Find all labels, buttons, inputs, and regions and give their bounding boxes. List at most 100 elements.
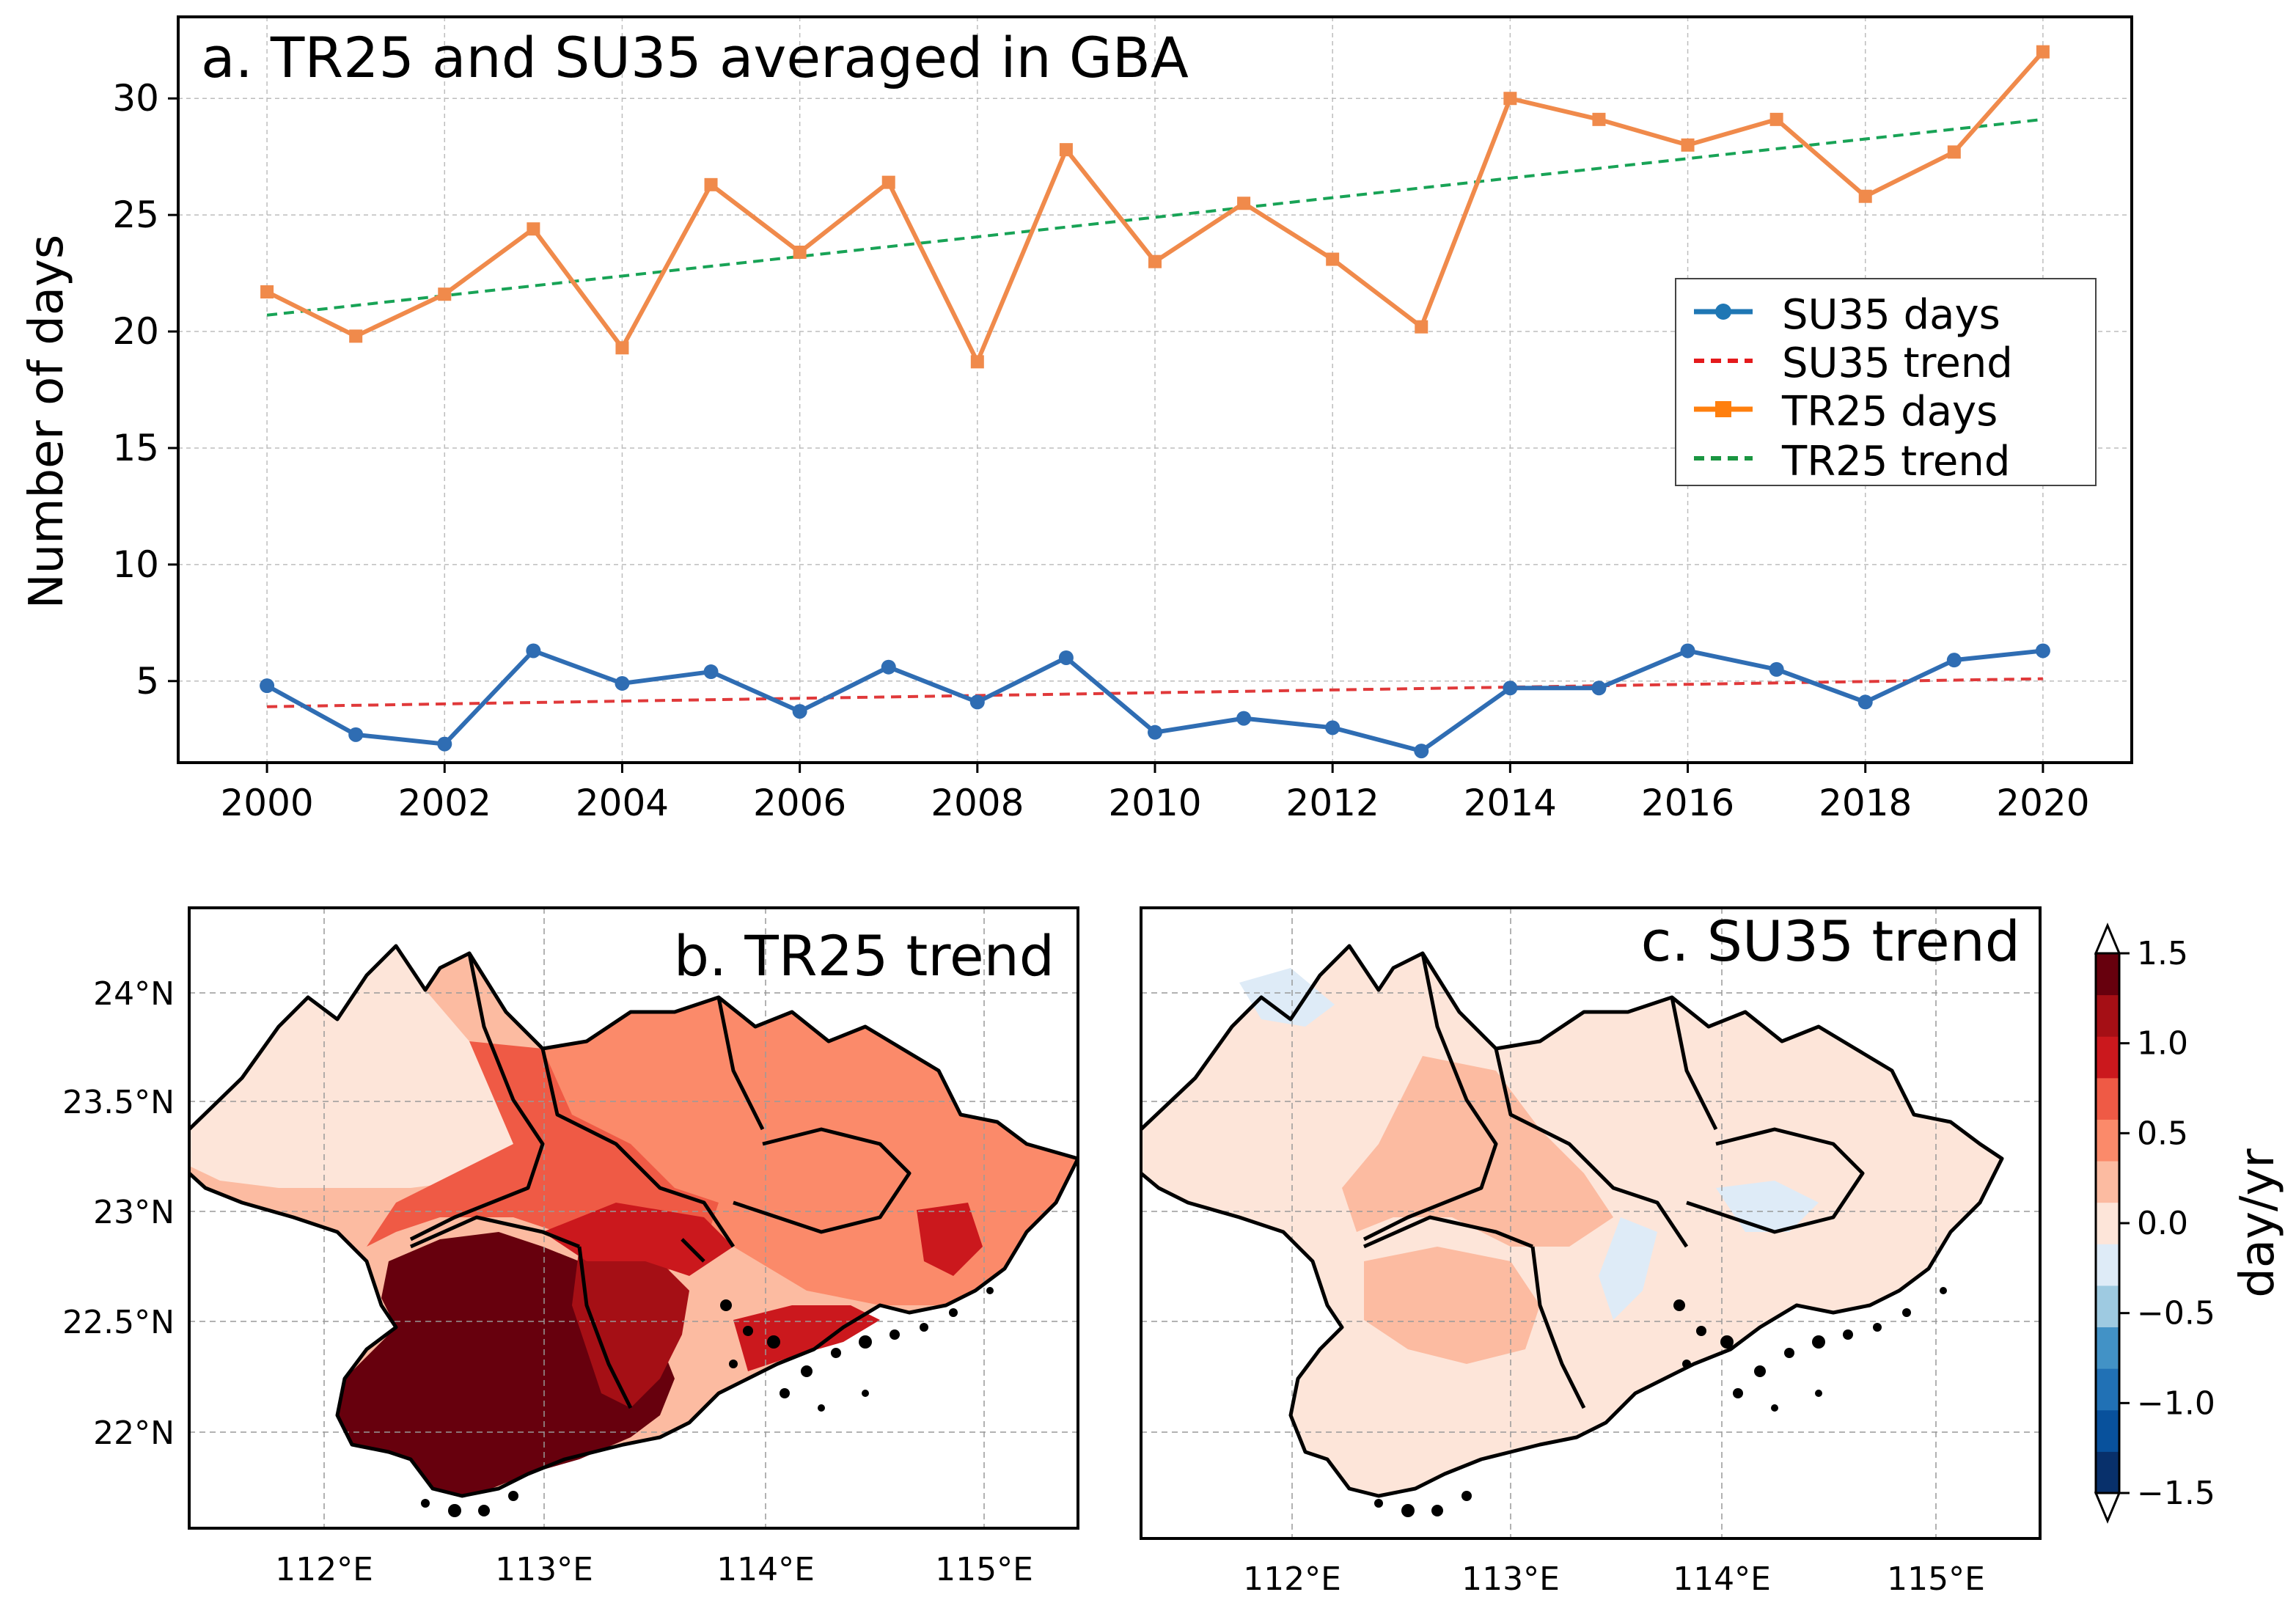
y-tick-label-10: 10 (112, 543, 159, 586)
tr25-days-point-2016 (1681, 138, 1695, 152)
su35-days-point-2012 (1325, 720, 1340, 736)
tr25-days-point-2020 (2036, 45, 2050, 59)
colorbar-cell-9 (2096, 1077, 2119, 1120)
x-tick-label-2020: 2020 (1996, 782, 2089, 824)
colorbar-extend-top (2094, 922, 2121, 955)
map-panel-b: b. TR25 trend 112°E 113°E 114°E 115°E 24… (62, 906, 1079, 1588)
su35-days-point-2001 (348, 727, 364, 742)
panel-b-heat-field (189, 946, 1078, 1496)
panel-b-region-pearl-delta (543, 1203, 733, 1276)
panel-b-x-tick-112: 112°E (275, 1551, 373, 1588)
colorbar-tick-label-1: 1.0 (2137, 1025, 2188, 1063)
legend-entry-su35-days: SU35 days (1694, 291, 2000, 339)
colorbar-cell-12 (2096, 953, 2119, 996)
su35-days-point-2006 (792, 704, 807, 719)
colorbar-tick-label-0: 1.5 (2137, 935, 2188, 972)
su35-days-point-2004 (615, 675, 630, 691)
panel-b-region-huizhou-coast (917, 1203, 983, 1276)
su35-days-point-2016 (1680, 643, 1695, 659)
panel-b-x-tick-113: 113°E (495, 1551, 593, 1588)
colorbar-cell-3 (2096, 1327, 2119, 1369)
legend-label-su35-trend: SU35 trend (1782, 340, 2013, 387)
panel-c-boundaries (1141, 944, 2004, 1498)
x-tick-label-2016: 2016 (1641, 782, 1734, 824)
su35-days-point-2017 (1769, 661, 1784, 677)
legend-label-tr25-trend: TR25 trend (1781, 438, 2010, 485)
colorbar-tick-label-2: 0.5 (2137, 1115, 2188, 1152)
colorbar-tick-label-3: 0.0 (2137, 1205, 2188, 1242)
panel-c-title: c. SU35 trend (1641, 909, 2020, 974)
tr25-days-point-2006 (793, 245, 807, 259)
x-tick-label-2012: 2012 (1286, 782, 1379, 824)
tr25-days-point-2009 (1059, 143, 1073, 157)
su35-days-point-2015 (1591, 681, 1607, 696)
tr25-days-point-2017 (1769, 112, 1783, 126)
tr25-days-point-2001 (349, 329, 363, 343)
colorbar-cell-5 (2096, 1244, 2119, 1286)
colorbar-label: day/yr (2231, 1148, 2285, 1298)
panel-b-y-tick-24: 24°N (93, 975, 175, 1013)
panel-b-y-tick-23: 23°N (93, 1194, 175, 1231)
x-tick-label-2018: 2018 (1819, 782, 1912, 824)
su35-trend-line (267, 677, 2043, 708)
colorbar: 1.5 1.0 0.5 0.0 −0.5 −1.0 −1.5 day/yr (2094, 922, 2285, 1524)
colorbar-cell-4 (2096, 1285, 2119, 1328)
x-tick-label-2008: 2008 (931, 782, 1024, 824)
su35-days-point-2008 (969, 694, 985, 710)
panel-c-frame (1140, 906, 2042, 1540)
panel-c-region-northwest-cool (1239, 968, 1335, 1027)
su35-days-point-2009 (1058, 650, 1074, 665)
panel-b-y-tick-22-5: 22.5°N (62, 1304, 175, 1341)
panel-b-y-ticks: 24°N 23.5°N 23°N 22.5°N 22°N (62, 975, 175, 1452)
panel-c-gridlines (1141, 908, 2040, 1538)
tr25-trend-line (266, 117, 2044, 317)
panel-a-y-ticks: 5 10 15 20 25 30 (112, 77, 178, 703)
legend-entry-su35-trend: SU35 trend (1694, 340, 2013, 387)
colorbar-cell-1 (2096, 1409, 2119, 1452)
panel-a-title: a. TR25 and SU35 averaged in GBA (201, 25, 1189, 90)
panel-c-region-southwest (1364, 1247, 1540, 1364)
tr25-days-point-2018 (1858, 189, 1872, 203)
x-tick-label-2000: 2000 (220, 782, 313, 824)
su35-days-point-2002 (437, 736, 452, 752)
panel-b-region-west (189, 946, 513, 1188)
panel-c-x-tick-112: 112°E (1243, 1560, 1341, 1598)
tr25-days-point-2015 (1592, 112, 1606, 126)
su35-days-point-2013 (1414, 744, 1429, 759)
x-tick-label-2014: 2014 (1464, 782, 1557, 824)
panel-a-x-ticks: 2000 2002 2004 2006 2008 2010 2012 2014 2016 2018… (220, 763, 2090, 824)
y-tick-label-20: 20 (112, 310, 159, 353)
x-tick-label-2010: 2010 (1108, 782, 1201, 824)
legend-entry-tr25-trend: TR25 trend (1694, 438, 2010, 485)
colorbar-tick-label-4: −0.5 (2137, 1295, 2215, 1332)
colorbar-cell-7 (2096, 1161, 2119, 1203)
su35-days-point-2005 (703, 664, 719, 680)
panel-c-heat-field (1141, 946, 2002, 1496)
colorbar-cell-0 (2096, 1451, 2119, 1494)
colorbar-extend-bottom (2094, 1492, 2121, 1524)
legend-marker-tr25-days (1715, 401, 1731, 417)
tr25-days-point-2012 (1326, 252, 1340, 266)
line-chart-panel-a: 2000 2002 2004 2006 2008 2010 2012 2014 2016 2018… (20, 15, 2133, 824)
y-tick-label-25: 25 (112, 194, 159, 236)
legend-label-tr25-days: TR25 days (1781, 388, 1998, 436)
panel-b-x-tick-114: 114°E (716, 1551, 815, 1588)
su35-days-point-2020 (2035, 643, 2050, 659)
panel-a-legend: SU35 days SU35 trend TR25 days TR25 tren… (1675, 278, 2097, 486)
panel-b-region-south-center (572, 1239, 689, 1408)
x-tick-label-2006: 2006 (753, 782, 846, 824)
tr25-days-point-2007 (881, 175, 895, 189)
panel-b-title: b. TR25 trend (674, 923, 1055, 988)
panel-c-islands (1374, 1287, 1947, 1517)
tr25-days-point-2005 (704, 177, 718, 191)
colorbar-cells (2096, 953, 2119, 1494)
colorbar-cell-6 (2096, 1202, 2119, 1244)
colorbar-cell-8 (2096, 1119, 2119, 1162)
su35-days-point-2014 (1503, 681, 1518, 696)
panel-b-y-tick-23-5: 23.5°N (62, 1084, 175, 1121)
su35-days-point-2003 (526, 643, 541, 659)
x-tick-label-2004: 2004 (576, 782, 669, 824)
colorbar-tick-label-5: −1.0 (2137, 1384, 2215, 1422)
colorbar-cell-2 (2096, 1368, 2119, 1411)
